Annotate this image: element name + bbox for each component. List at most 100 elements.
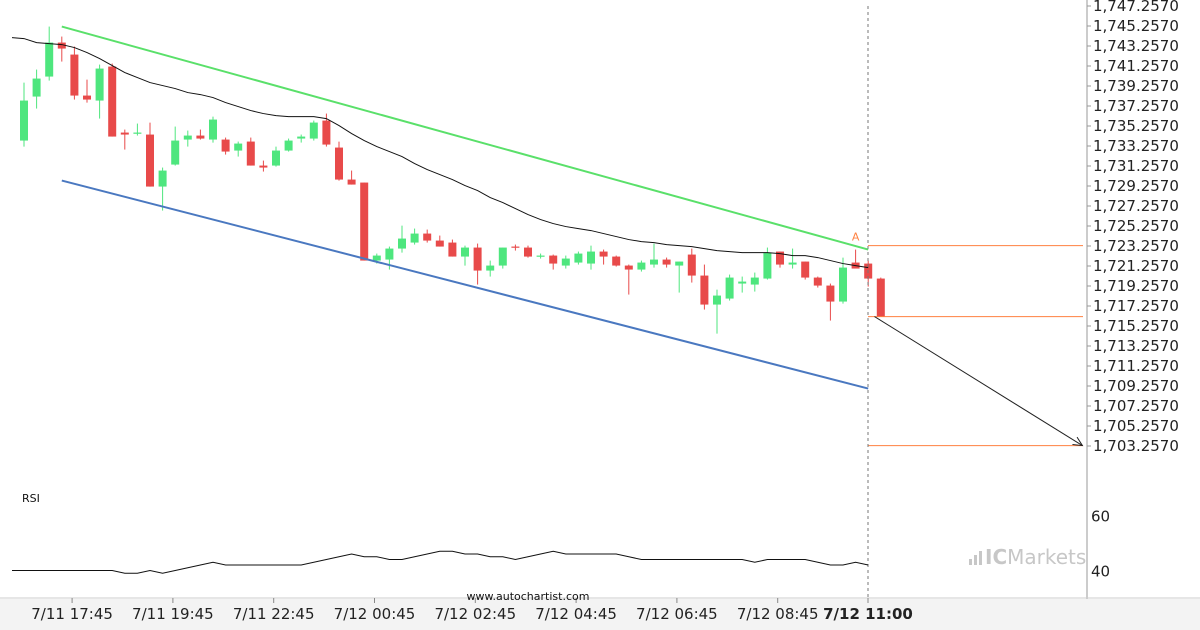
candle-body [713,295,721,305]
candle [776,251,784,268]
candle-body [32,78,41,97]
candle-body [486,265,495,271]
price-tick-label: 1,743.2570 [1093,37,1179,55]
price-tick-label: 1,727.2570 [1093,197,1179,215]
candle [486,260,495,277]
candle-body [309,122,318,139]
candle-body [259,165,268,168]
candle [32,69,41,109]
candle-body [372,255,381,261]
candle [700,264,709,310]
candle-body [95,68,104,101]
candle-body [524,247,532,257]
candle [272,146,280,167]
candle-body [171,140,180,165]
candle-body [70,54,79,96]
candle [360,182,369,261]
rsi-tick-label: 40 [1091,563,1110,581]
icmarkets-brand-logo: ICMarkets [969,545,1086,569]
candle [45,26,54,81]
candle-body [763,252,772,279]
price-tick-label: 1,703.2570 [1093,437,1179,455]
candle-body [120,132,129,135]
forecast-arrow-head [1072,436,1084,447]
candle-body [284,140,293,151]
candle-body [876,278,885,317]
candle-body [20,100,28,141]
rsi-panel-label: RSI [22,492,40,505]
candle [95,64,104,119]
candle-body [360,182,369,261]
candle [57,36,66,62]
price-tick-label: 1,733.2570 [1093,137,1179,155]
candle-body [133,132,142,134]
candle-body [410,233,419,243]
candle-body [839,267,847,302]
candle [347,170,356,185]
price-tick-label: 1,721.2570 [1093,257,1179,275]
candle-body [45,42,54,77]
channel-lower-line [61,179,869,390]
candle-body [398,238,406,249]
candle-body [738,281,747,284]
candle-body [637,262,646,270]
candle-body [612,256,621,266]
price-tick-label: 1,705.2570 [1093,417,1179,435]
price-tick-label: 1,719.2570 [1093,277,1179,295]
time-tick-label: 7/12 06:45 [636,605,718,623]
candle [259,160,268,172]
time-tick-label: 7/12 02:45 [434,605,516,623]
candle-body [549,255,558,264]
candle-body [158,170,167,187]
price-tick-label: 1,717.2570 [1093,297,1179,315]
candle [813,276,822,288]
price-tick-label: 1,739.2570 [1093,77,1179,95]
candle [209,116,217,143]
candle [725,274,734,301]
candle [549,254,558,270]
candle-body [57,42,66,49]
candle-body [83,95,91,100]
candle [788,248,797,269]
candle-body [335,147,343,180]
candle-body [322,120,331,145]
price-tick-label: 1,729.2570 [1093,177,1179,195]
candle-body [423,233,432,241]
candle-body [221,139,230,152]
candle-body [347,179,356,185]
candle-body [650,259,658,265]
candle-body [587,251,595,264]
candle-body [750,277,759,285]
candle [876,277,885,317]
candle [70,46,79,100]
candle-body [234,143,243,151]
candle-body [700,275,709,305]
time-tick-label: 7/12 00:45 [334,605,416,623]
candle-body [826,285,835,302]
candle [738,276,747,293]
brand-logo-text: ICMarkets [985,545,1086,569]
candle [801,261,810,280]
candle [675,261,684,293]
candle [83,79,91,103]
candle-body [448,242,457,257]
price-tick-label: 1,713.2570 [1093,337,1179,355]
candle-body [108,66,117,137]
candle [599,249,608,265]
pattern-marker-label: A [852,231,860,244]
candle [750,272,759,292]
candle [309,120,318,141]
bar-chart-icon [969,551,982,565]
time-axis-band [0,599,1200,630]
candle-body [675,261,684,266]
candle [133,123,142,136]
candle-body [473,247,482,271]
candle [826,283,835,321]
time-tick-label: 7/12 08:45 [737,605,819,623]
channel-upper-line [61,25,869,251]
candle-body [776,251,784,265]
brand-prefix: IC [985,545,1007,569]
time-tick-label: 7/12 11:00 [823,605,913,623]
candle-body [725,277,734,299]
